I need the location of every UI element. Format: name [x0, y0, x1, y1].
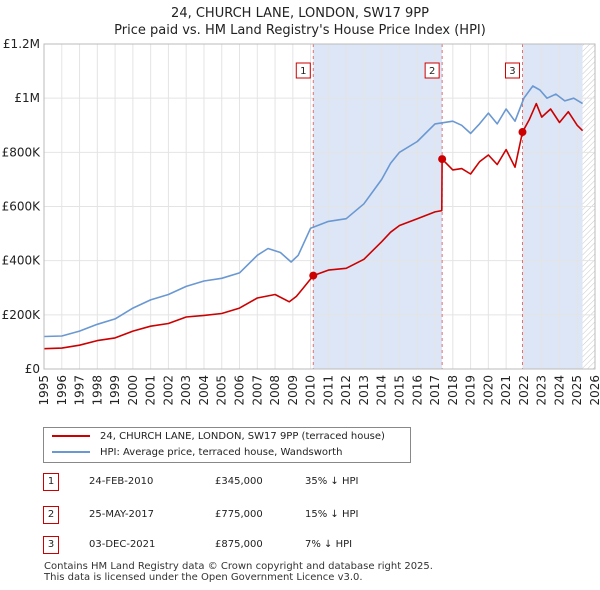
x-tick-label: 2006	[233, 375, 247, 406]
y-tick-label: £400K	[2, 254, 42, 268]
x-tick-label: 1995	[37, 375, 51, 406]
x-tick-label: 2020	[481, 375, 495, 406]
x-tick-label: 2026	[588, 375, 600, 406]
x-tick-label: 1997	[73, 375, 87, 406]
footer-licence: This data is licensed under the Open Gov…	[44, 572, 363, 583]
plot-frame	[43, 43, 596, 370]
transaction-price: £345,000	[215, 476, 263, 487]
series-line-hpi	[43, 85, 584, 338]
x-tick-label: 1999	[108, 375, 122, 406]
transaction-date: 25-MAY-2017	[89, 509, 155, 520]
y-tick-label: £200K	[2, 308, 42, 322]
x-tick-label: 2010	[304, 375, 318, 406]
transaction-point	[438, 155, 447, 164]
y-tick-label: £800K	[2, 145, 42, 159]
transaction-label: 2	[429, 66, 435, 77]
x-tick-label: 2019	[464, 375, 478, 406]
x-tick-label: 2018	[446, 375, 460, 406]
legend-swatch-hpi	[52, 451, 90, 453]
footer-copyright: Contains HM Land Registry data © Crown c…	[44, 561, 433, 572]
transaction-label-box	[504, 62, 520, 79]
chart-legend: 24, CHURCH LANE, LONDON, SW17 9PP (terra…	[43, 427, 411, 463]
x-tick-label: 2014	[375, 375, 389, 406]
legend-item-property: 24, CHURCH LANE, LONDON, SW17 9PP (terra…	[52, 430, 385, 444]
chart-subtitle: Price paid vs. HM Land Registry's House …	[114, 23, 486, 38]
y-tick-label: £1M	[14, 91, 40, 105]
x-tick-label: 2021	[499, 375, 513, 406]
x-tick-label: 2004	[197, 375, 211, 406]
transaction-label: 3	[509, 66, 515, 77]
x-tick-label: 1996	[55, 375, 69, 406]
transaction-marker-badge: 3	[43, 536, 59, 554]
price-chart: 1 2 3 £0 £200K £400K £600K £800K £1M £1.2M 1995 199…	[2, 37, 600, 406]
x-tick-label: 2000	[126, 375, 140, 406]
x-tick-label: 2008	[268, 375, 282, 406]
legend-label-property: 24, CHURCH LANE, LONDON, SW17 9PP (terra…	[100, 431, 385, 442]
legend-label-hpi: HPI: Average price, terraced house, Wand…	[100, 447, 343, 458]
y-tick-label: £1.2M	[3, 37, 40, 51]
x-tick-label: 2016	[410, 375, 424, 406]
legend-item-hpi: HPI: Average price, terraced house, Wand…	[52, 446, 342, 460]
x-tick-label: 2003	[179, 375, 193, 406]
transaction-point	[309, 271, 318, 280]
transaction-marker-badge: 1	[43, 473, 59, 491]
x-tick-label: 2002	[161, 375, 175, 406]
x-tick-label: 2015	[392, 375, 406, 406]
transaction-point	[518, 128, 527, 137]
transaction-label-box	[424, 62, 440, 79]
transaction-hpi-diff: 15% ↓ HPI	[305, 509, 359, 520]
x-tick-label: 2024	[552, 375, 566, 406]
x-tick-label: 2009	[286, 375, 300, 406]
x-tick-label: 2005	[215, 375, 229, 406]
transaction-marker-badge: 2	[43, 506, 59, 524]
x-tick-label: 1998	[90, 375, 104, 406]
transaction-row: 2 25-MAY-2017 £775,000 15% ↓ HPI	[43, 505, 383, 525]
chart-title: 24, CHURCH LANE, LONDON, SW17 9PP	[171, 6, 429, 21]
y-tick-label: £600K	[2, 200, 42, 214]
series-line-property	[43, 102, 584, 350]
transaction-row: 1 24-FEB-2010 £345,000 35% ↓ HPI	[43, 472, 383, 492]
x-tick-label: 2013	[357, 375, 371, 406]
x-tick-label: 2001	[144, 375, 158, 406]
x-tick-label: 2017	[428, 375, 442, 406]
legend-swatch-property	[52, 435, 90, 437]
transaction-date: 24-FEB-2010	[89, 476, 154, 487]
x-tick-label: 2012	[339, 375, 353, 406]
transaction-price: £875,000	[215, 539, 263, 550]
x-tick-label: 2023	[535, 375, 549, 406]
x-tick-label: 2011	[321, 375, 335, 406]
x-tick-label: 2007	[250, 375, 264, 406]
transaction-hpi-diff: 7% ↓ HPI	[305, 539, 353, 550]
transaction-label-box	[295, 62, 311, 79]
transaction-label: 1	[300, 66, 306, 77]
y-tick-label: £0	[25, 362, 40, 376]
x-tick-label: 2025	[570, 375, 584, 406]
transaction-row: 3 03-DEC-2021 £875,000 7% ↓ HPI	[43, 535, 383, 555]
transaction-date: 03-DEC-2021	[89, 539, 156, 550]
transaction-price: £775,000	[215, 509, 263, 520]
x-tick-label: 2022	[517, 375, 531, 406]
transaction-hpi-diff: 35% ↓ HPI	[305, 476, 359, 487]
